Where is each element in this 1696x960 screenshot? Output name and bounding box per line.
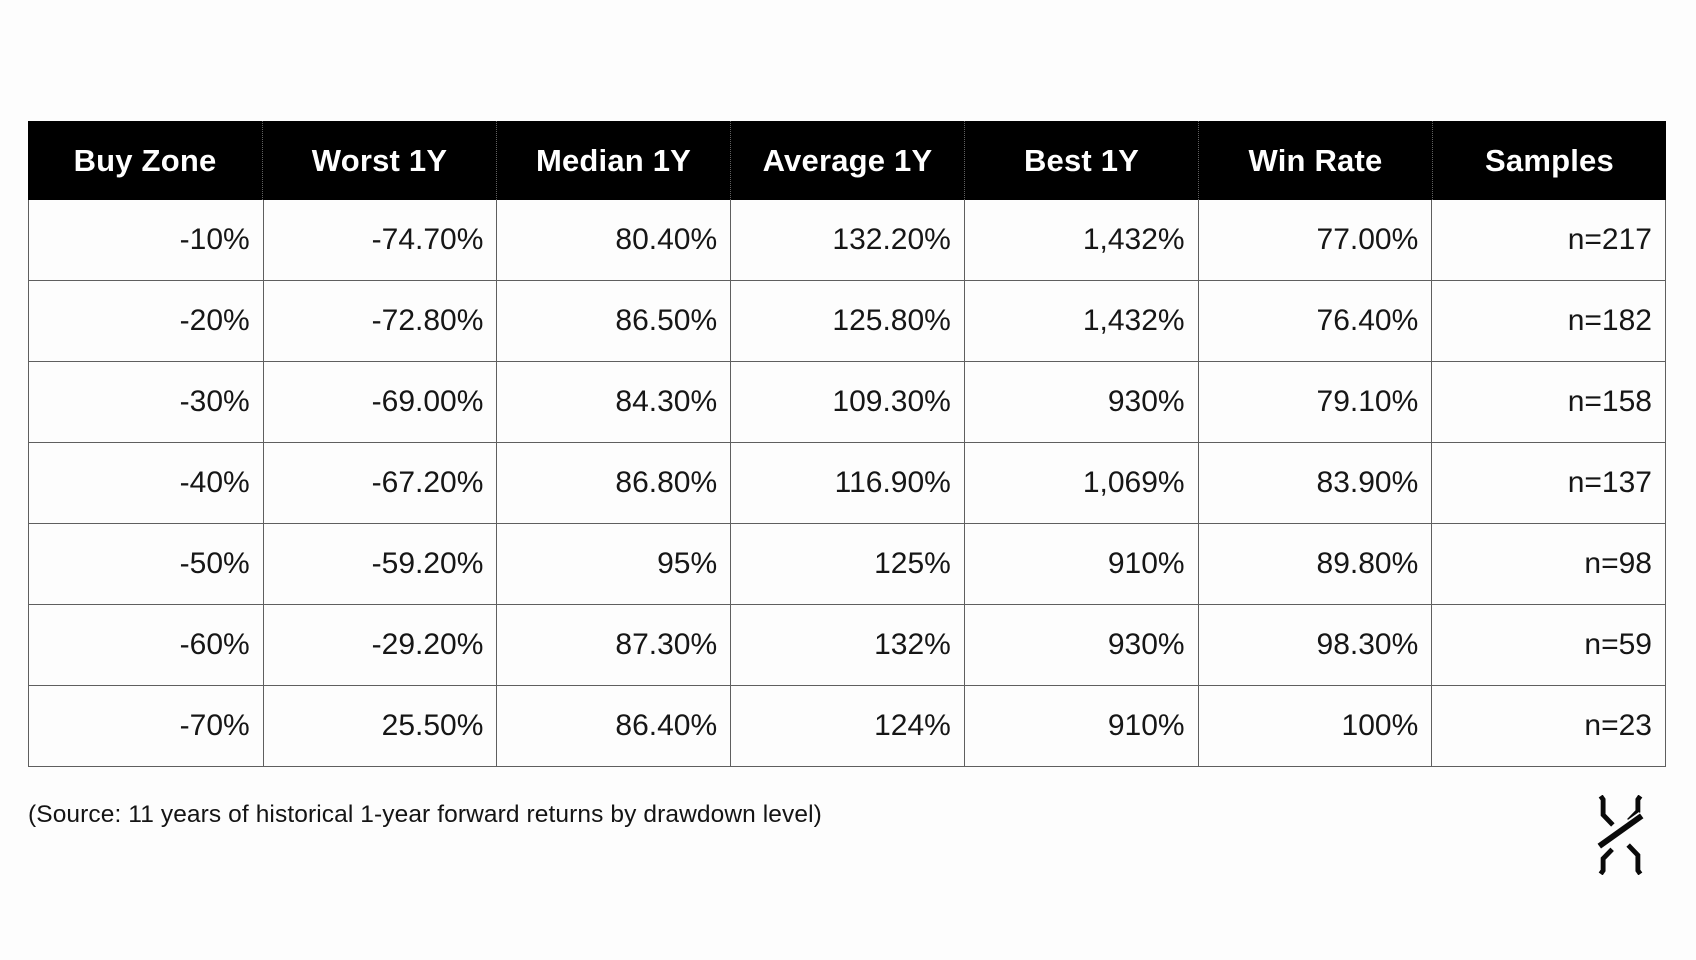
forward-returns-table: Buy Zone Worst 1Y Median 1Y Average 1Y B… — [28, 121, 1666, 767]
cell-samples: n=98 — [1431, 524, 1665, 604]
cell-best-1y: 1,432% — [963, 281, 1198, 361]
cell-samples: n=158 — [1431, 362, 1665, 442]
cell-median-1y: 84.30% — [496, 362, 730, 442]
col-header-best-1y: Best 1Y — [964, 121, 1198, 200]
cell-worst-1y: -72.80% — [262, 281, 497, 361]
cell-buy-zone: -40% — [179, 466, 250, 499]
table-row: -40% -67.20% 86.80% 116.90% 1,069% 83.90… — [29, 442, 1665, 523]
cell-worst-1y: -74.70% — [262, 200, 497, 280]
cell-average-1y: 125% — [730, 524, 964, 604]
cell-win-rate: 76.40% — [1197, 281, 1432, 361]
cell-worst-1y: -59.20% — [262, 524, 497, 604]
cell-best-1y: 1,069% — [963, 443, 1198, 523]
cell-buy-zone: -50% — [179, 547, 250, 580]
cell-buy-zone: -60% — [179, 628, 250, 661]
cell-worst-1y: -67.20% — [262, 443, 497, 523]
cell-average-1y: 124% — [730, 686, 964, 766]
cell-best-1y: 930% — [963, 605, 1198, 685]
brand-logo — [1597, 795, 1644, 875]
table-row: -50% -59.20% 95% 125% 910% 89.80% n=98 — [29, 523, 1665, 604]
cell-median-1y: 87.30% — [496, 605, 730, 685]
table-row: -60% -29.20% 87.30% 132% 930% 98.30% n=5… — [29, 604, 1665, 685]
cell-win-rate: 79.10% — [1197, 362, 1432, 442]
table-row: -20% -72.80% 86.50% 125.80% 1,432% 76.40… — [29, 280, 1665, 361]
cell-win-rate: 83.90% — [1197, 443, 1432, 523]
cell-samples: n=59 — [1431, 605, 1665, 685]
cell-median-1y: 86.50% — [496, 281, 730, 361]
table-row: -30% -69.00% 84.30% 109.30% 930% 79.10% … — [29, 361, 1665, 442]
cell-samples: n=137 — [1431, 443, 1665, 523]
cell-best-1y: 910% — [963, 524, 1198, 604]
col-header-worst-1y: Worst 1Y — [262, 121, 496, 200]
source-note: (Source: 11 years of historical 1-year f… — [28, 801, 822, 828]
cell-win-rate: 77.00% — [1197, 200, 1432, 280]
cell-best-1y: 910% — [963, 686, 1198, 766]
col-header-median-1y: Median 1Y — [496, 121, 730, 200]
cell-buy-zone: -30% — [179, 385, 250, 418]
cell-samples: n=23 — [1431, 686, 1665, 766]
cell-average-1y: 116.90% — [730, 443, 964, 523]
cell-buy-zone: -10% — [179, 223, 250, 256]
cell-best-1y: 930% — [963, 362, 1198, 442]
cell-win-rate: 89.80% — [1197, 524, 1432, 604]
table-row: -10% -74.70% 80.40% 132.20% 1,432% 77.00… — [29, 200, 1665, 280]
cell-average-1y: 109.30% — [730, 362, 964, 442]
table-row: -70% 25.50% 86.40% 124% 910% 100% n=23 — [29, 685, 1665, 766]
cell-worst-1y: 25.50% — [262, 686, 497, 766]
cell-median-1y: 86.80% — [496, 443, 730, 523]
cell-average-1y: 125.80% — [730, 281, 964, 361]
cell-median-1y: 86.40% — [496, 686, 730, 766]
cell-average-1y: 132% — [730, 605, 964, 685]
cell-win-rate: 100% — [1197, 686, 1432, 766]
cell-worst-1y: -29.20% — [262, 605, 497, 685]
cell-win-rate: 98.30% — [1197, 605, 1432, 685]
col-header-average-1y: Average 1Y — [730, 121, 964, 200]
cell-buy-zone: -20% — [179, 304, 250, 337]
cell-buy-zone: -70% — [179, 709, 250, 742]
col-header-buy-zone: Buy Zone — [73, 142, 217, 178]
table-body: -10% -74.70% 80.40% 132.20% 1,432% 77.00… — [28, 200, 1666, 767]
col-header-samples: Samples — [1432, 121, 1666, 200]
cell-average-1y: 132.20% — [730, 200, 964, 280]
cell-samples: n=182 — [1431, 281, 1665, 361]
col-header-win-rate: Win Rate — [1198, 121, 1432, 200]
table-header-row: Buy Zone Worst 1Y Median 1Y Average 1Y B… — [28, 121, 1666, 200]
cell-samples: n=217 — [1431, 200, 1665, 280]
cell-best-1y: 1,432% — [963, 200, 1198, 280]
cell-median-1y: 95% — [496, 524, 730, 604]
cell-median-1y: 80.40% — [496, 200, 730, 280]
x-helix-logo-icon — [1597, 795, 1644, 875]
cell-worst-1y: -69.00% — [262, 362, 497, 442]
